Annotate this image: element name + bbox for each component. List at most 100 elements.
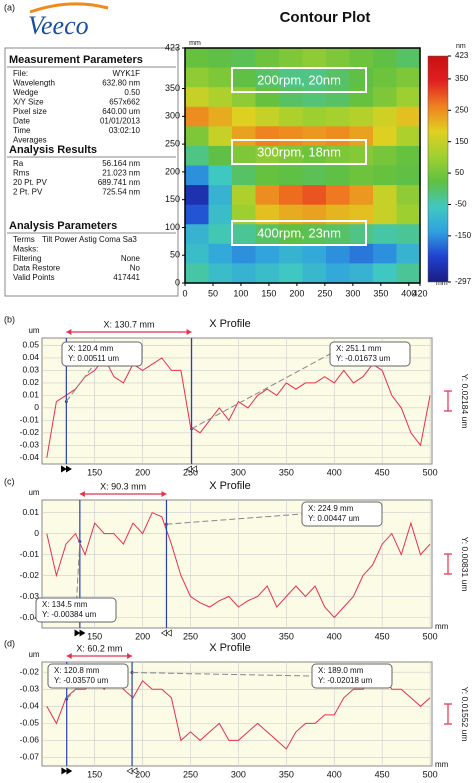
profile-line (46, 357, 431, 458)
range-label: Y: 0.00831 um (460, 537, 470, 592)
y-tick-label: 200 (165, 166, 180, 176)
heat-cell (279, 165, 304, 186)
heat-cell (373, 87, 398, 108)
heat-cell (185, 263, 210, 284)
y-unit: um (28, 488, 39, 497)
cursor-marker (160, 629, 172, 637)
y-tick-label: 250 (165, 138, 180, 148)
x-tick-label: 0 (182, 288, 187, 298)
cursor-y-label: Y: 0.00447 um (308, 514, 360, 523)
chart-title: X Profile (209, 318, 251, 330)
heat-cell (255, 87, 280, 108)
y-tick-label: -0.01 (20, 549, 40, 559)
x-tick-label: 500 (423, 769, 438, 779)
heat-cell (326, 48, 351, 69)
x-tick-label: 300 (231, 769, 246, 779)
param-value: 0.50 (124, 88, 140, 97)
heat-cell (373, 106, 398, 127)
y-tick-label: -0.04 (20, 612, 40, 622)
param-label: Pixel size (13, 107, 47, 116)
heat-cell (396, 165, 421, 186)
heat-cell (185, 126, 210, 147)
cursor-box (301, 501, 383, 527)
param-label: Ra (13, 159, 24, 168)
cursor-x-label: X: 189.0 mm (318, 666, 364, 675)
heat-cell (373, 243, 398, 265)
param-value: Tilt Power Astig Coma Sa3 (42, 235, 137, 244)
heat-cell (279, 185, 304, 206)
heat-cell (232, 243, 257, 265)
heat-cell (326, 106, 351, 127)
heat-cell (185, 87, 210, 108)
y-tick-label: -0.06 (20, 735, 40, 745)
heat-cell (232, 67, 257, 88)
colorbar-tick-label: -50 (455, 200, 467, 209)
heat-cell (396, 48, 421, 69)
heat-cell (185, 145, 210, 167)
param-value: 56.164 nm (102, 159, 140, 168)
heat-cell (302, 243, 327, 265)
colorbar (427, 55, 449, 283)
param-label: Masks: (13, 245, 38, 254)
x-unit: mm (435, 622, 449, 631)
heat-cell (255, 106, 280, 127)
heat-cell (349, 87, 374, 108)
param-label: 2 Pt. PV (13, 188, 43, 197)
heat-cell (326, 204, 351, 225)
heat-cell (302, 145, 327, 167)
cursor-y-label: Y: -0.03570 um (54, 676, 109, 685)
x-tick-label: 100 (233, 288, 248, 298)
y-tick-label: -0.03 (20, 591, 40, 601)
x-tick-label: 250 (183, 769, 198, 779)
cursor-box (329, 341, 411, 367)
param-label: Rms (13, 169, 29, 178)
heat-cell (373, 67, 398, 88)
heat-cell (279, 106, 304, 127)
chart-title: X Profile (209, 642, 251, 654)
param-label: 20 Pt. PV (13, 178, 47, 187)
heat-cell (255, 48, 280, 69)
param-value: 21.023 nm (102, 169, 140, 178)
x-tick-label: 450 (375, 467, 390, 477)
param-value: 417441 (113, 273, 140, 282)
annotation-box (231, 67, 367, 93)
cursor-x-label: X: 120.8 mm (54, 666, 100, 675)
heat-cell (255, 263, 280, 284)
param-label: Terms (13, 235, 35, 244)
colorbar-tick-label: 350 (455, 74, 469, 83)
range-symbol (444, 390, 452, 412)
heat-cell (326, 185, 351, 206)
param-value: 03:02:10 (109, 126, 141, 135)
param-value: 657x662 (109, 98, 140, 107)
cursor-box (47, 663, 129, 689)
heat-cell (185, 106, 210, 127)
heat-cell (396, 204, 421, 225)
colorbar-tick-label: 250 (455, 105, 469, 114)
range-symbol (444, 703, 452, 725)
heat-cell (232, 106, 257, 127)
heat-cell (302, 67, 327, 88)
heat-cell (326, 165, 351, 186)
y-tick-label: 0.01 (22, 507, 39, 517)
heat-cell (349, 185, 374, 206)
y-tick-label: -0.04 (20, 701, 40, 711)
y-tick-label: -0.03 (20, 684, 40, 694)
heat-cell (255, 243, 280, 265)
heat-cell (185, 165, 210, 186)
heat-cell (185, 204, 210, 225)
heat-cell (255, 165, 280, 186)
heat-cell (302, 87, 327, 108)
heat-cell (232, 204, 257, 225)
range-label: Y: 0.01552 um (460, 687, 470, 742)
heat-cell (302, 165, 327, 186)
heat-cell (396, 67, 421, 88)
heat-cell (279, 243, 304, 265)
heat-cell (302, 106, 327, 127)
cursor-x-label: X: 120.4 mm (68, 344, 114, 353)
heat-cell (255, 224, 280, 245)
heat-cell (302, 263, 327, 284)
y-tick-label: 300 (165, 111, 180, 121)
x-tick-label: 150 (87, 631, 102, 641)
y-tick-label: 0 (175, 277, 180, 287)
range-label: Y: 0.02184 um (460, 374, 470, 429)
